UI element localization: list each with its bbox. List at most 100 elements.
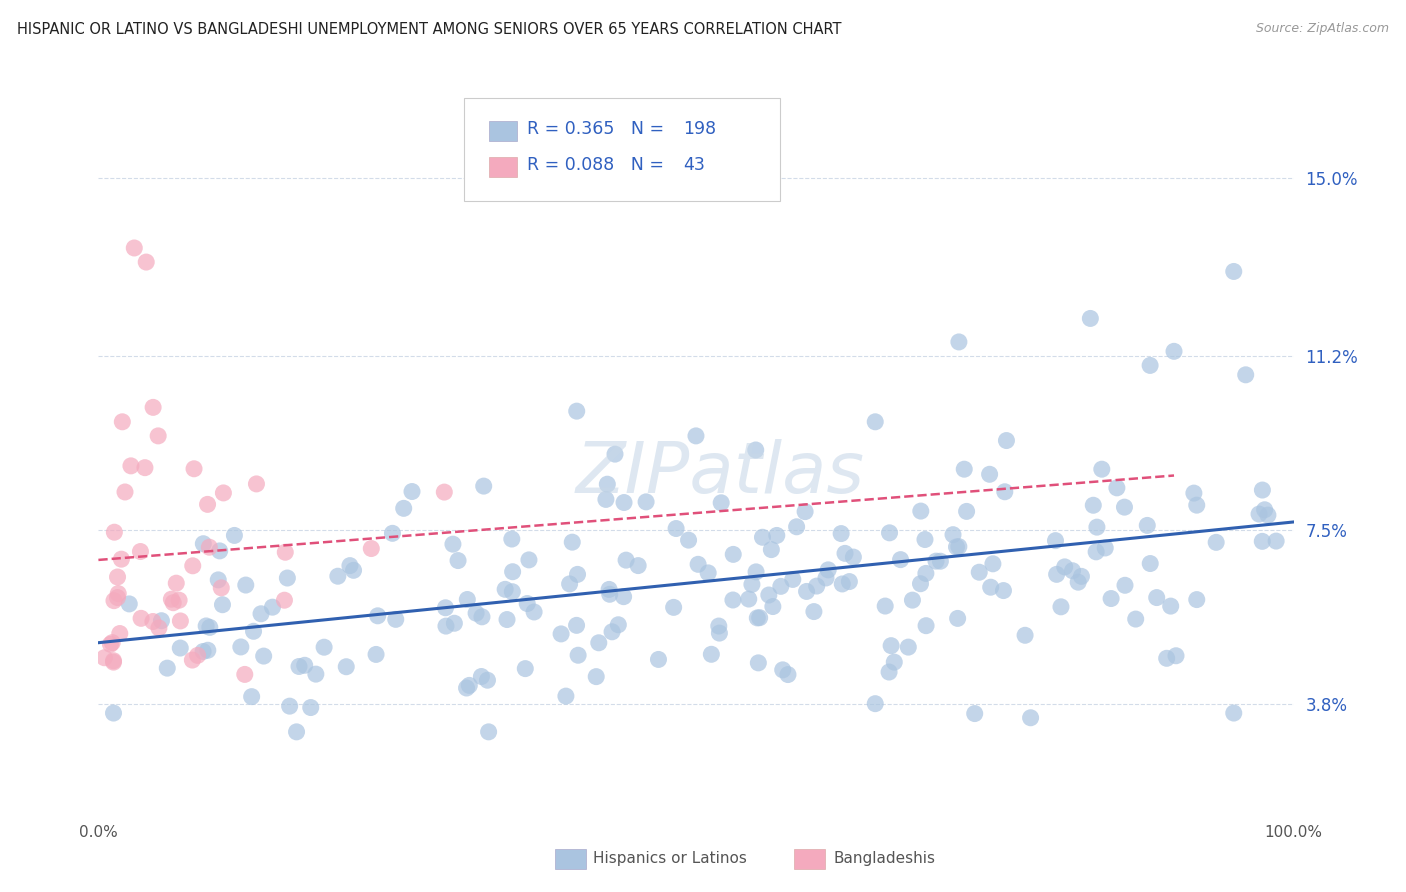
Point — [877, 665, 900, 679]
Point — [278, 699, 301, 714]
Point — [607, 617, 630, 632]
Text: R = 0.088   N =: R = 0.088 N = — [527, 156, 669, 174]
Point — [806, 579, 828, 593]
Point — [156, 661, 179, 675]
Point — [942, 527, 965, 541]
Point — [558, 577, 581, 591]
Point — [360, 541, 382, 556]
Point — [910, 576, 932, 591]
Point — [953, 462, 976, 476]
Point — [142, 615, 165, 629]
Point — [890, 552, 912, 566]
Point — [367, 608, 389, 623]
Point — [162, 596, 184, 610]
Point — [747, 656, 769, 670]
Point — [441, 537, 464, 551]
Point — [1251, 534, 1274, 549]
Point — [613, 495, 636, 509]
Point — [478, 724, 501, 739]
Point — [1205, 535, 1227, 549]
Point — [707, 619, 730, 633]
Point — [381, 526, 404, 541]
Point — [471, 610, 494, 624]
Point — [134, 460, 156, 475]
Point — [1156, 651, 1178, 665]
Point — [262, 600, 284, 615]
Point — [515, 662, 537, 676]
Point — [458, 678, 481, 692]
Point — [817, 563, 839, 577]
Point — [814, 571, 837, 585]
Point — [709, 626, 731, 640]
Point — [636, 495, 658, 509]
Point — [721, 593, 744, 607]
Point — [197, 497, 219, 511]
Point — [1085, 520, 1108, 534]
Point — [392, 501, 415, 516]
Point — [1185, 592, 1208, 607]
Point — [1114, 578, 1136, 592]
Point — [1163, 344, 1185, 359]
Point — [1085, 545, 1108, 559]
Point — [110, 552, 132, 566]
Point — [929, 554, 952, 568]
Point — [567, 648, 589, 663]
Point — [456, 592, 478, 607]
Point — [761, 542, 783, 557]
Point — [879, 525, 901, 540]
Point — [253, 649, 276, 664]
Point — [786, 520, 808, 534]
Point — [1114, 500, 1136, 515]
Point — [250, 607, 273, 621]
Point — [198, 620, 221, 634]
Text: R = 0.365   N =: R = 0.365 N = — [527, 120, 669, 138]
Point — [1053, 560, 1076, 574]
Text: 198: 198 — [683, 120, 717, 138]
Point — [967, 565, 990, 579]
Point — [842, 550, 865, 565]
Point — [233, 667, 256, 681]
Point — [342, 563, 364, 577]
Point — [1182, 486, 1205, 500]
Point — [603, 447, 626, 461]
Point — [880, 639, 903, 653]
Point — [901, 593, 924, 607]
Point — [167, 593, 190, 607]
Point — [955, 504, 977, 518]
Point — [273, 593, 295, 607]
Point — [148, 621, 170, 635]
Point — [745, 565, 768, 579]
Point — [614, 553, 637, 567]
Text: Source: ZipAtlas.com: Source: ZipAtlas.com — [1256, 22, 1389, 36]
Point — [1139, 359, 1161, 373]
Point — [1251, 483, 1274, 497]
Point — [600, 624, 623, 639]
Point — [599, 587, 621, 601]
Point — [212, 486, 235, 500]
Point — [314, 640, 336, 655]
Point — [240, 690, 263, 704]
Point — [772, 663, 794, 677]
Point — [945, 540, 967, 554]
Text: Bangladeshis: Bangladeshis — [834, 851, 936, 865]
Point — [1062, 564, 1084, 578]
Point — [401, 484, 423, 499]
Point — [150, 614, 173, 628]
Point — [124, 241, 146, 255]
Point — [305, 667, 328, 681]
Point — [523, 605, 546, 619]
Point — [914, 533, 936, 547]
Point — [434, 600, 457, 615]
Point — [678, 533, 700, 548]
Point — [747, 611, 769, 625]
Point — [963, 706, 986, 721]
Point — [585, 670, 607, 684]
Point — [187, 648, 209, 663]
Point — [208, 544, 231, 558]
Point — [197, 643, 219, 657]
Text: Hispanics or Latinos: Hispanics or Latinos — [593, 851, 747, 865]
Point — [274, 545, 297, 559]
Point — [1019, 711, 1042, 725]
Point — [384, 612, 406, 626]
Point — [1099, 591, 1122, 606]
